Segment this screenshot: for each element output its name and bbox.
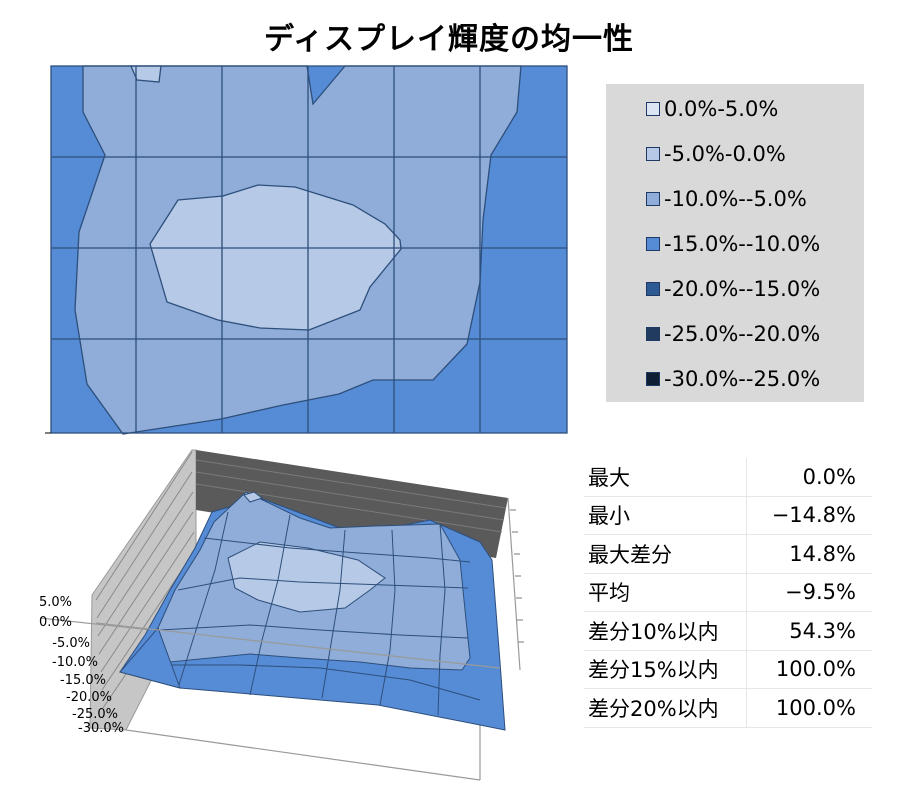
legend-swatch xyxy=(646,372,660,386)
stat-label: 最小 xyxy=(584,496,747,535)
z-axis-ticks xyxy=(510,509,524,643)
legend-label: 0.0%-5.0% xyxy=(664,97,779,121)
table-row: 差分10%以内 54.3% xyxy=(584,611,872,651)
legend-swatch xyxy=(646,237,660,251)
legend-item: -30.0%--25.0% xyxy=(646,364,820,394)
surface-left-edge xyxy=(119,627,181,689)
legend-item: -15.0%--10.0% xyxy=(646,229,820,259)
stat-value: 100.0% xyxy=(745,688,872,728)
z-tick-label: -20.0% xyxy=(66,690,112,705)
z-tick-label: -5.0% xyxy=(52,636,90,651)
legend-label: -20.0%--15.0% xyxy=(664,277,821,301)
stat-label: 差分15%以内 xyxy=(584,650,747,689)
legend-item: -25.0%--20.0% xyxy=(646,319,820,349)
z-tick-label: -25.0% xyxy=(72,707,118,722)
surface-grid xyxy=(140,511,481,716)
legend-label: -25.0%--20.0% xyxy=(664,322,821,346)
z-tick-label: -15.0% xyxy=(60,673,106,688)
stat-value: 14.8% xyxy=(745,534,872,574)
legend-swatch xyxy=(646,192,660,206)
stat-label: 差分10%以内 xyxy=(584,611,747,651)
legend: 0.0%-5.0% -5.0%-0.0% -10.0%--5.0% -15.0%… xyxy=(606,84,864,402)
table-row: 最小 −14.8% xyxy=(584,496,872,535)
table-row: 平均 −9.5% xyxy=(584,573,872,612)
legend-label: -10.0%--5.0% xyxy=(664,187,807,211)
surface-top-patch xyxy=(243,491,264,503)
grid-border xyxy=(50,65,568,434)
stat-value: 100.0% xyxy=(745,650,872,689)
stat-value: 54.3% xyxy=(745,611,872,651)
stats-table: 最大 0.0% 最小 −14.8% 最大差分 14.8% 平均 −9.5% 差分10%以… xyxy=(584,458,872,728)
stat-value: 0.0% xyxy=(745,458,872,497)
legend-label: -15.0%--10.0% xyxy=(664,232,821,256)
contour-band-inner xyxy=(149,184,402,331)
surface-chart: 5.0% 0.0% -5.0% -10.0% -15.0% -20.0% -25… xyxy=(39,449,524,781)
stat-value: −14.8% xyxy=(745,496,872,535)
table-row: 差分15%以内 100.0% xyxy=(584,650,872,689)
surface-front-line xyxy=(95,622,501,669)
legend-label: -30.0%--25.0% xyxy=(664,367,821,391)
legend-item: -5.0%-0.0% xyxy=(646,139,786,169)
legend-label: -5.0%-0.0% xyxy=(664,142,786,166)
z-tick-label: -10.0% xyxy=(52,655,98,670)
legend-swatch xyxy=(646,327,660,341)
legend-item: -10.0%--5.0% xyxy=(646,184,807,214)
stat-label: 最大差分 xyxy=(584,534,747,574)
legend-swatch xyxy=(646,282,660,296)
surface-inner-band xyxy=(227,541,386,613)
z-tick-label: 0.0% xyxy=(39,615,72,630)
stat-label: 最大 xyxy=(584,458,747,497)
legend-item: -20.0%--15.0% xyxy=(646,274,820,304)
stat-value: −9.5% xyxy=(745,573,872,612)
contour-grid xyxy=(50,65,568,434)
z-tick-label: -30.0% xyxy=(78,721,124,736)
legend-item: 0.0%-5.0% xyxy=(646,94,778,124)
table-row: 差分20%以内 100.0% xyxy=(584,688,872,728)
table-row: 最大 0.0% xyxy=(584,458,872,497)
chart-title: ディスプレイ輝度の均一性 xyxy=(264,22,634,57)
stat-label: 平均 xyxy=(584,573,747,612)
z-axis: 5.0% 0.0% -5.0% -10.0% -15.0% -20.0% -25… xyxy=(39,595,124,736)
contour-chart xyxy=(45,65,568,435)
z-tick-label: 5.0% xyxy=(39,595,72,610)
table-row: 最大差分 14.8% xyxy=(584,534,872,574)
legend-swatch xyxy=(646,147,660,161)
stat-label: 差分20%以内 xyxy=(584,688,747,728)
legend-swatch xyxy=(646,102,660,116)
